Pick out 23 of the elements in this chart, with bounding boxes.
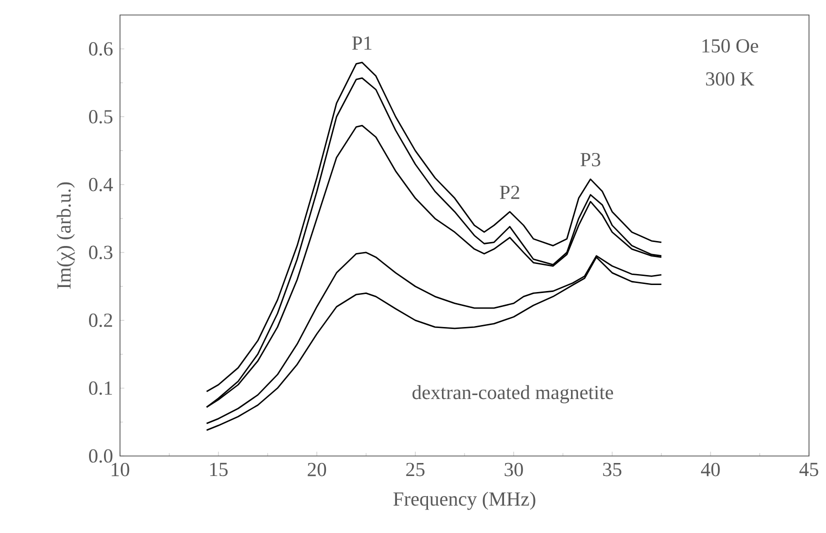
x-tick-label: 30 bbox=[504, 462, 523, 476]
x-tick-label: 15 bbox=[210, 462, 228, 476]
y-tick-label: 0.6 bbox=[89, 42, 113, 56]
annotation: dextran-coated magnetite bbox=[412, 385, 614, 404]
y-tick-label: 0.2 bbox=[89, 314, 112, 328]
annotation: 150 Oe bbox=[702, 39, 758, 53]
x-tick-label: 10 bbox=[112, 462, 130, 476]
x-tick-label: 40 bbox=[701, 462, 720, 476]
x-tick-label: 45 bbox=[799, 462, 818, 476]
x-axis-title: Frequency (MHz) bbox=[393, 492, 536, 510]
y-tick-label: 0.3 bbox=[89, 246, 112, 260]
annotation: P3 bbox=[580, 152, 600, 166]
x-tick-label: 20 bbox=[308, 462, 326, 476]
y-tick-label: 0.1 bbox=[89, 381, 112, 395]
y-tick-label: 0.4 bbox=[89, 178, 113, 192]
x-tick-label: 25 bbox=[406, 462, 424, 476]
annotation: P1 bbox=[352, 36, 372, 50]
y-tick-label: 0.5 bbox=[89, 110, 112, 124]
annotation: P2 bbox=[500, 186, 520, 199]
annotation: 300 K bbox=[706, 72, 754, 86]
y-tick-label: 0.0 bbox=[89, 449, 112, 463]
x-tick-label: 35 bbox=[603, 462, 622, 476]
y-axis-title: Im(χ) (arb.u.) bbox=[56, 182, 75, 289]
